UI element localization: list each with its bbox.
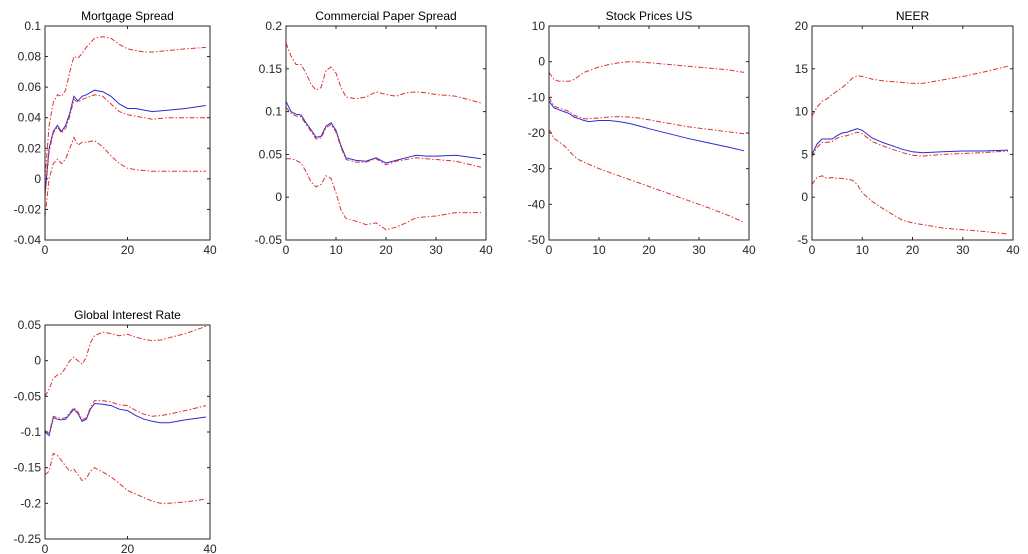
y-tick-label: -0.04 bbox=[14, 233, 42, 247]
y-tick-label: 10 bbox=[532, 19, 546, 33]
series-line-upper bbox=[44, 325, 207, 397]
x-tick-label: 40 bbox=[203, 542, 217, 554]
y-tick-label: -0.15 bbox=[14, 461, 42, 475]
y-tick-label: 0 bbox=[801, 190, 808, 204]
y-tick-label: 0.15 bbox=[259, 62, 283, 76]
y-tick-label: 0.2 bbox=[265, 19, 282, 33]
x-tick-label: 20 bbox=[121, 243, 135, 257]
x-tick-label: 40 bbox=[1006, 243, 1020, 257]
series-line-lower bbox=[44, 452, 206, 504]
series-line-lower bbox=[286, 158, 481, 231]
subplot-1: -0.04 -0.02 0 0.02 0.04 0.06 0.08 0.1 0 20 40 Mortg… bbox=[14, 9, 217, 257]
x-tick-label: 0 bbox=[283, 243, 290, 257]
y-tick-label: 15 bbox=[795, 62, 809, 76]
y-tick-label: 0.05 bbox=[18, 318, 42, 332]
x-tick-label: 30 bbox=[956, 243, 970, 257]
y-tick-label: -0.05 bbox=[255, 233, 283, 247]
subplot-3: -50 -40 -30 -20 -10 0 10 0 10 20 30 40 Stock Prices … bbox=[528, 9, 756, 257]
x-tick-label: 0 bbox=[809, 243, 816, 257]
y-tick-label: 0 bbox=[34, 172, 41, 186]
series-line-lower bbox=[44, 136, 206, 218]
x-tick-label: 40 bbox=[203, 243, 217, 257]
axes-box bbox=[44, 25, 211, 241]
x-tick-label: 30 bbox=[429, 243, 443, 257]
x-tick-label: 20 bbox=[906, 243, 920, 257]
y-tick-label: -20 bbox=[528, 126, 546, 140]
series-line-upper bbox=[44, 36, 206, 179]
x-tick-label: 0 bbox=[546, 243, 553, 257]
x-tick-label: 10 bbox=[856, 243, 870, 257]
series-line-median-dashed bbox=[285, 106, 482, 168]
y-tick-label: 5 bbox=[801, 147, 808, 161]
x-tick-label: 30 bbox=[692, 243, 706, 257]
series-line-median-dashed bbox=[44, 94, 206, 198]
series-line-median bbox=[285, 101, 482, 164]
x-tick-label: 40 bbox=[742, 243, 756, 257]
x-tick-label: 20 bbox=[379, 243, 393, 257]
x-tick-label: 20 bbox=[642, 243, 656, 257]
axes-box bbox=[44, 324, 211, 540]
chart-title: Commercial Paper Spread bbox=[315, 9, 456, 23]
axes-box bbox=[285, 25, 487, 241]
x-tick-label: 10 bbox=[592, 243, 606, 257]
y-tick-label: -30 bbox=[528, 162, 546, 176]
y-tick-label: 0.04 bbox=[18, 111, 42, 125]
chart-title: Stock Prices US bbox=[606, 9, 693, 23]
series-line-median bbox=[548, 100, 745, 152]
x-tick-label: 0 bbox=[42, 542, 49, 554]
y-tick-label: -10 bbox=[528, 90, 546, 104]
x-tick-label: 20 bbox=[121, 542, 135, 554]
y-tick-label: -0.25 bbox=[14, 532, 42, 546]
y-tick-label: 20 bbox=[795, 19, 809, 33]
y-tick-label: 0.02 bbox=[18, 141, 42, 155]
series-line-median-dashed bbox=[548, 97, 745, 135]
y-tick-label: -0.05 bbox=[14, 389, 42, 403]
series-line-upper bbox=[548, 61, 745, 82]
y-tick-label: -0.2 bbox=[20, 496, 41, 510]
y-tick-label: -40 bbox=[528, 197, 546, 211]
series-line-lower bbox=[548, 129, 745, 223]
y-tick-label: 0 bbox=[275, 190, 282, 204]
y-tick-label: -0.02 bbox=[14, 202, 42, 216]
series-line-median bbox=[44, 89, 206, 195]
y-tick-label: 0 bbox=[34, 354, 41, 368]
chart-title: Mortgage Spread bbox=[81, 9, 174, 23]
axes-box bbox=[548, 25, 750, 241]
y-tick-label: -0.1 bbox=[20, 425, 41, 439]
series-line-median-dashed bbox=[44, 400, 207, 435]
chart-title: NEER bbox=[896, 9, 930, 23]
y-tick-label: 10 bbox=[795, 105, 809, 119]
y-tick-label: -50 bbox=[528, 233, 546, 247]
y-tick-label: 0.1 bbox=[24, 19, 41, 33]
series-line-median bbox=[811, 128, 1009, 155]
series-line-upper bbox=[285, 42, 482, 104]
series-line-median bbox=[44, 402, 206, 437]
series-line-median-dashed bbox=[811, 131, 1009, 158]
y-tick-label: 0.06 bbox=[18, 80, 42, 94]
y-tick-label: 0 bbox=[538, 55, 545, 69]
series-line-lower bbox=[811, 175, 1009, 235]
subplot-5: -0.25 -0.2 -0.15 -0.1 -0.05 0 0.05 0 20 40 Global … bbox=[14, 308, 217, 554]
y-tick-label: 0.1 bbox=[265, 105, 282, 119]
chart-title: Global Interest Rate bbox=[74, 308, 181, 322]
series-line-upper bbox=[811, 65, 1009, 117]
x-tick-label: 10 bbox=[329, 243, 343, 257]
x-tick-label: 0 bbox=[42, 243, 49, 257]
y-tick-label: -5 bbox=[797, 233, 808, 247]
y-tick-label: 0.08 bbox=[18, 50, 42, 64]
x-tick-label: 40 bbox=[479, 243, 493, 257]
y-tick-label: 0.05 bbox=[259, 147, 283, 161]
